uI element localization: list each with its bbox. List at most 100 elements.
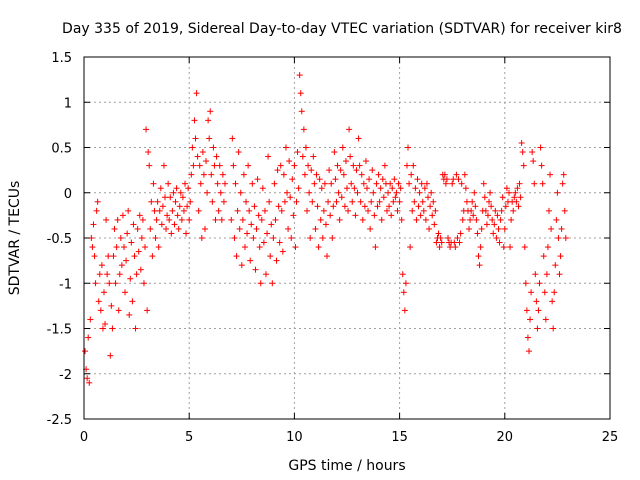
data-point xyxy=(396,198,403,205)
data-point xyxy=(254,176,261,183)
data-point xyxy=(422,216,429,223)
y-tick-label: -2 xyxy=(59,368,72,383)
data-point xyxy=(389,185,396,192)
data-point xyxy=(409,207,416,214)
data-point xyxy=(438,239,445,246)
data-point xyxy=(153,216,160,223)
data-point xyxy=(198,235,205,241)
data-point xyxy=(320,207,327,214)
data-point xyxy=(296,72,303,79)
data-point xyxy=(165,180,172,187)
data-point xyxy=(107,352,114,359)
data-point xyxy=(354,189,361,196)
data-point xyxy=(554,189,561,196)
data-point xyxy=(189,144,196,151)
data-point xyxy=(116,271,123,278)
data-point xyxy=(237,189,244,196)
data-point xyxy=(247,257,254,264)
data-point xyxy=(245,162,252,169)
data-point xyxy=(421,185,428,192)
data-point xyxy=(266,198,273,205)
x-tick-label: 25 xyxy=(602,430,619,445)
data-point xyxy=(102,320,109,327)
data-point xyxy=(92,280,99,287)
data-point xyxy=(199,149,206,156)
data-point xyxy=(462,185,469,192)
data-point xyxy=(122,289,129,296)
y-tick-label: 1 xyxy=(64,96,72,111)
data-point xyxy=(437,235,444,241)
data-point xyxy=(387,180,394,187)
data-point xyxy=(264,230,271,237)
data-point xyxy=(130,221,137,228)
data-point xyxy=(252,266,259,273)
data-point xyxy=(310,153,317,160)
data-point xyxy=(540,253,547,260)
data-point xyxy=(414,176,421,183)
data-point xyxy=(188,171,195,178)
data-point xyxy=(490,230,497,237)
data-point xyxy=(377,185,384,192)
data-point xyxy=(476,262,483,269)
data-point xyxy=(483,221,490,228)
data-point xyxy=(278,207,285,214)
data-point xyxy=(453,171,460,178)
data-point xyxy=(216,162,223,169)
data-point xyxy=(147,225,154,232)
data-point xyxy=(301,171,308,178)
data-point xyxy=(444,235,451,241)
data-point xyxy=(234,207,241,214)
data-point xyxy=(238,262,245,269)
data-point xyxy=(542,316,549,323)
data-point xyxy=(371,212,378,219)
data-point xyxy=(513,198,520,205)
data-point xyxy=(400,289,407,296)
data-point xyxy=(140,280,147,287)
data-point xyxy=(478,225,485,232)
data-point xyxy=(511,194,518,201)
data-point xyxy=(166,216,173,223)
data-point xyxy=(562,235,569,241)
data-point xyxy=(436,244,443,251)
data-point xyxy=(220,198,227,205)
data-point xyxy=(489,216,496,223)
data-point xyxy=(522,280,529,287)
data-point xyxy=(259,185,266,192)
data-point xyxy=(314,203,321,210)
data-point xyxy=(269,280,276,287)
data-point xyxy=(91,253,98,260)
data-point xyxy=(191,117,198,124)
data-point xyxy=(398,216,405,223)
data-point xyxy=(480,180,487,187)
data-point xyxy=(100,289,107,296)
data-point xyxy=(457,230,464,237)
data-point xyxy=(241,244,248,251)
data-point xyxy=(231,235,238,241)
data-point xyxy=(173,185,180,192)
data-point xyxy=(342,158,349,165)
data-point xyxy=(528,289,535,296)
data-point xyxy=(482,207,489,214)
data-point xyxy=(495,225,502,232)
data-point xyxy=(113,244,120,251)
data-point xyxy=(441,171,448,178)
data-point xyxy=(407,244,414,251)
data-point xyxy=(155,244,162,251)
data-point xyxy=(146,162,153,169)
data-point xyxy=(201,225,208,232)
data-point xyxy=(432,207,439,214)
data-point xyxy=(454,235,461,241)
data-point xyxy=(162,194,169,201)
data-point xyxy=(366,176,373,183)
data-point xyxy=(365,207,372,214)
data-point xyxy=(214,180,221,187)
data-point xyxy=(551,289,558,296)
data-point xyxy=(293,198,300,205)
data-point xyxy=(104,271,111,278)
data-point xyxy=(333,198,340,205)
data-point xyxy=(510,207,517,214)
data-point xyxy=(228,216,235,223)
data-point xyxy=(114,216,121,223)
data-point xyxy=(484,212,491,219)
data-point xyxy=(158,221,165,228)
